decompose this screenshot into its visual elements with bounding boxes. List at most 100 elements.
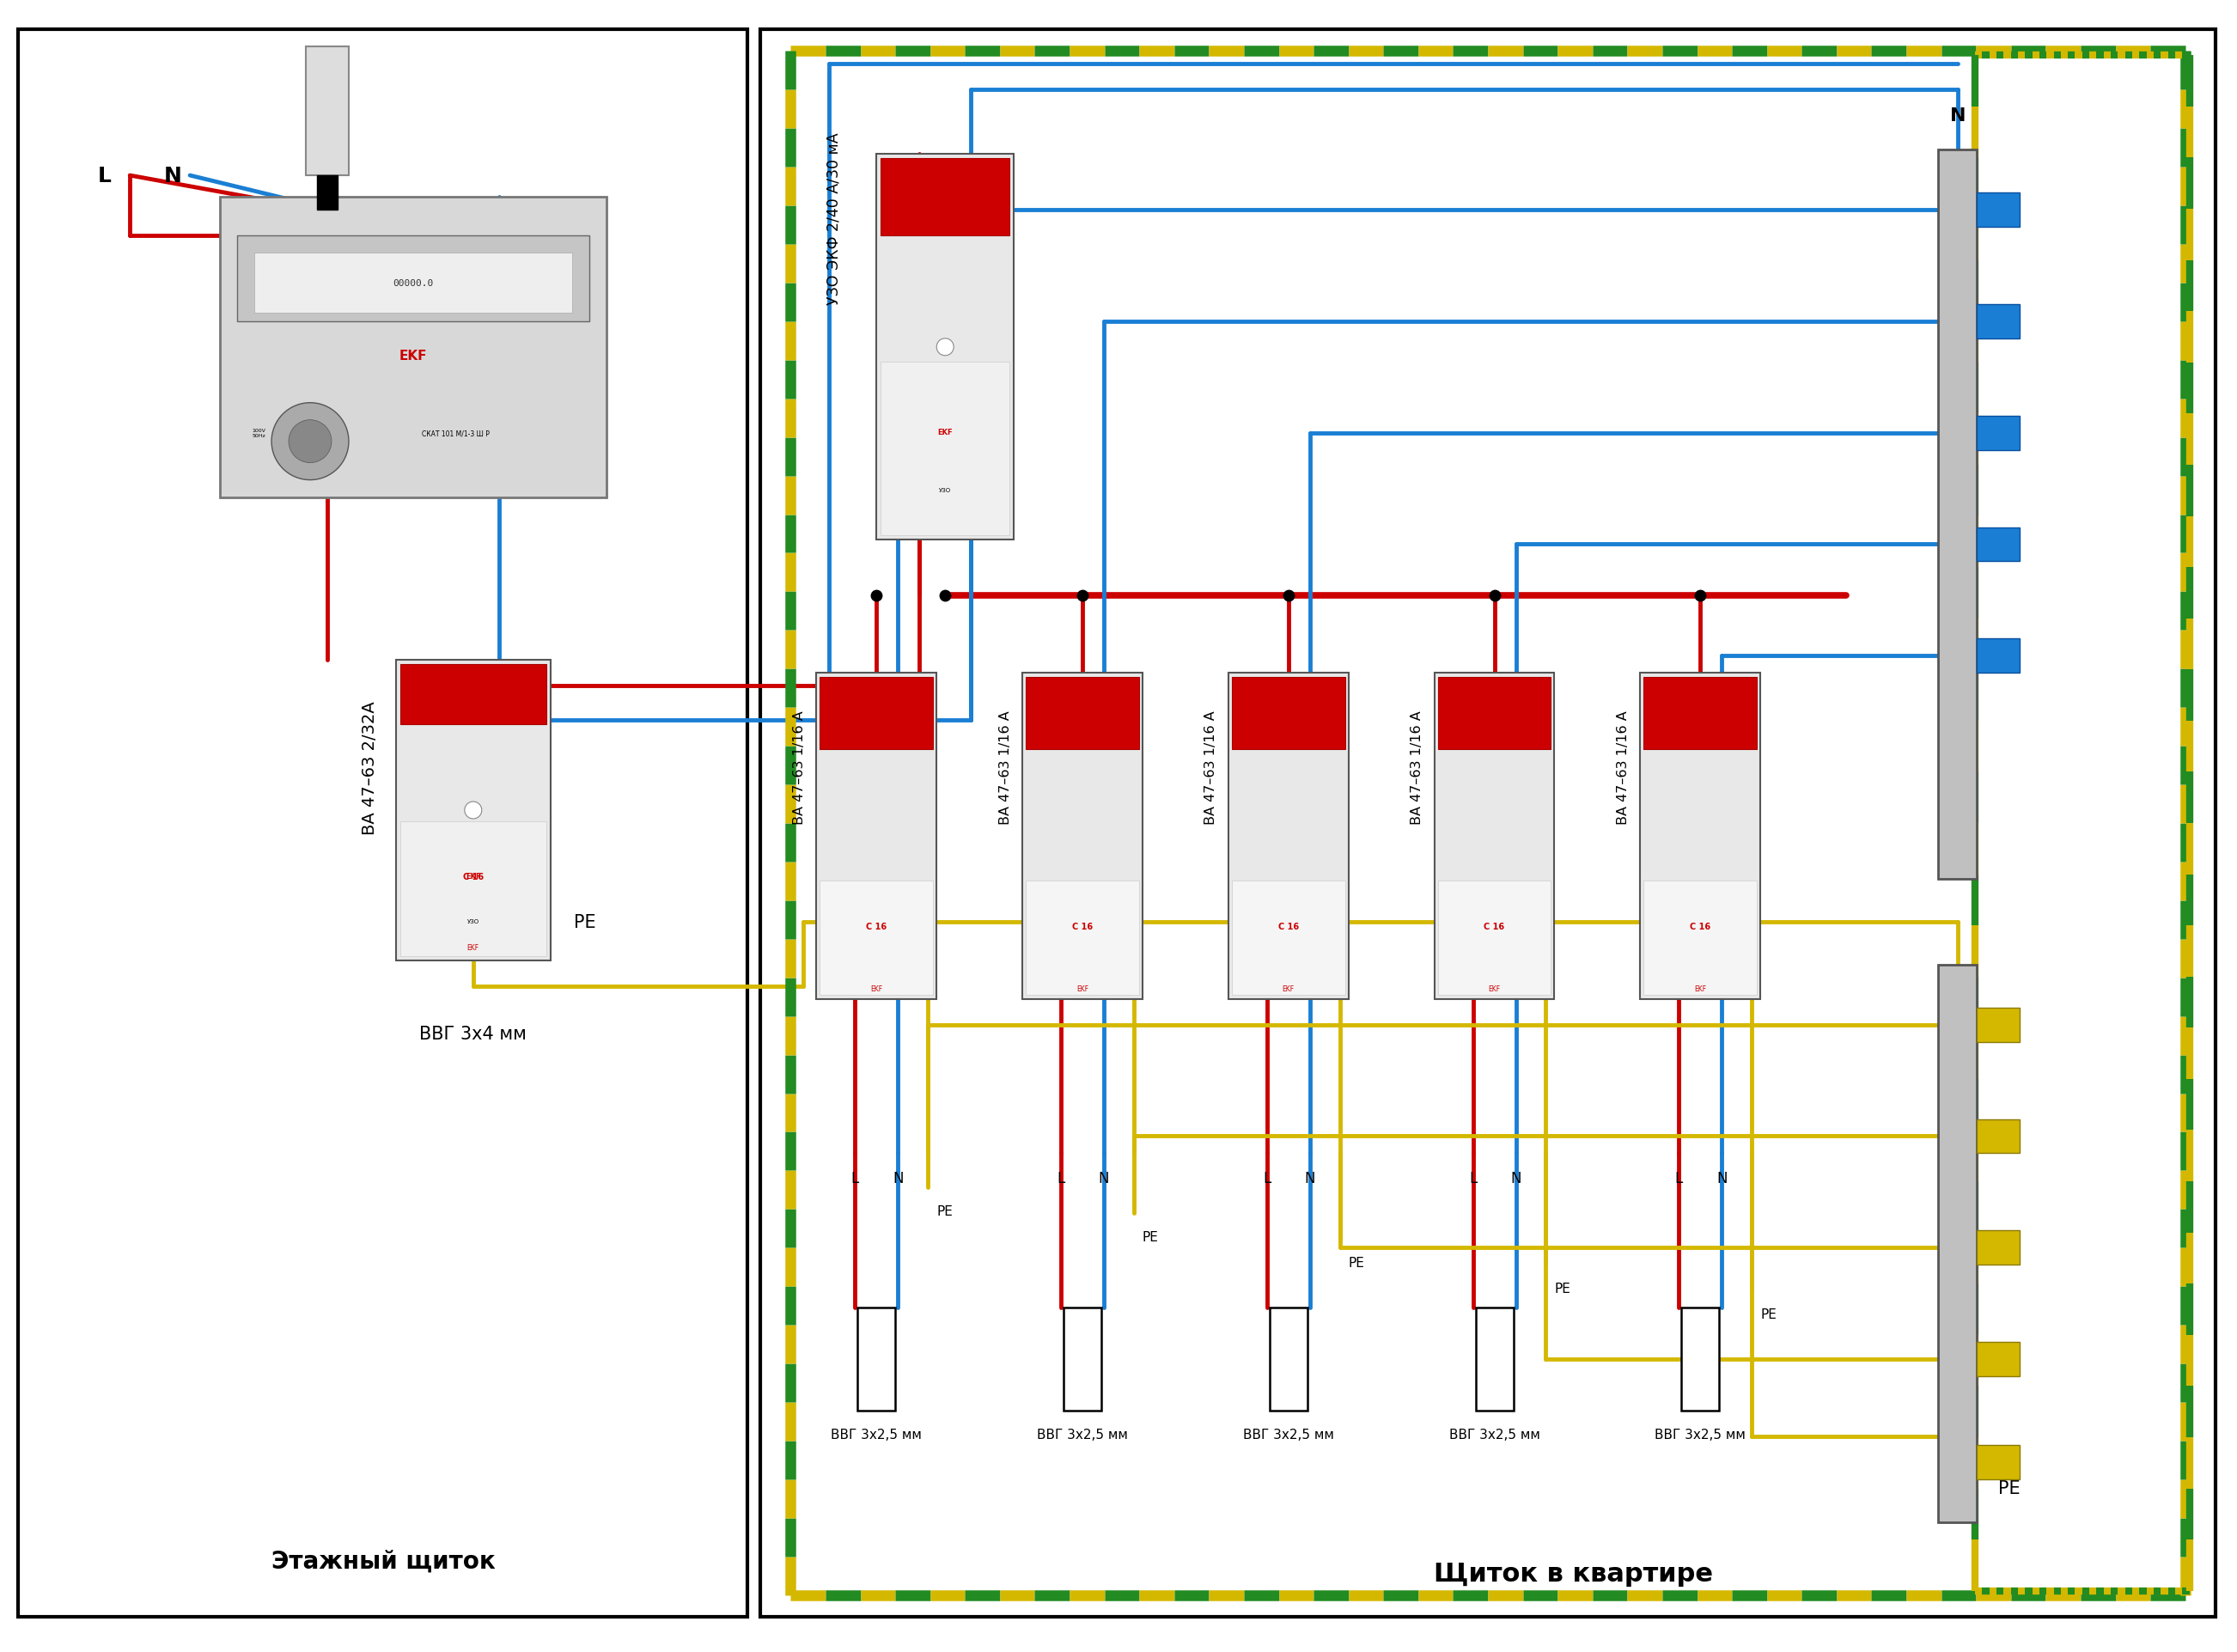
Text: ВВГ 3х2,5 мм: ВВГ 3х2,5 мм — [1450, 1427, 1539, 1441]
Bar — [1434, 674, 1555, 999]
Bar — [817, 674, 937, 999]
Bar — [1978, 1446, 2020, 1479]
Text: PE: PE — [1349, 1257, 1365, 1269]
Text: C 16: C 16 — [1072, 922, 1094, 930]
Bar — [1438, 677, 1550, 750]
Bar — [1644, 677, 1756, 750]
Text: УЗО: УЗО — [468, 919, 479, 923]
Text: EKF: EKF — [1076, 985, 1089, 993]
Bar — [1978, 193, 2020, 228]
Text: ВВГ 3х2,5 мм: ВВГ 3х2,5 мм — [830, 1427, 922, 1441]
Bar — [881, 159, 1009, 236]
Bar — [1438, 881, 1550, 995]
Bar — [1978, 416, 2020, 451]
Text: L: L — [1470, 1171, 1476, 1186]
Text: СКАТ 101 М/1-3 Ш Р: СКАТ 101 М/1-3 Ш Р — [423, 430, 490, 438]
Text: ВВГ 3х2,5 мм: ВВГ 3х2,5 мм — [1244, 1427, 1333, 1441]
Text: C 16: C 16 — [1689, 922, 1711, 930]
Bar — [761, 30, 2215, 1617]
Circle shape — [937, 339, 953, 357]
Bar — [1644, 881, 1756, 995]
Text: УЗО: УЗО — [940, 487, 951, 492]
Text: EKF: EKF — [468, 943, 479, 952]
Bar — [219, 198, 606, 497]
Text: EKF: EKF — [465, 872, 481, 881]
Text: C 16: C 16 — [1277, 922, 1300, 930]
Text: EKF: EKF — [398, 350, 427, 362]
Text: EKF: EKF — [1282, 985, 1295, 993]
Bar — [400, 664, 546, 725]
Text: N: N — [1510, 1171, 1521, 1186]
Bar — [1027, 677, 1139, 750]
Bar — [1228, 674, 1349, 999]
Bar — [255, 253, 573, 314]
Bar — [1939, 965, 1978, 1521]
Bar — [237, 236, 588, 322]
Bar — [1476, 1308, 1512, 1411]
Bar — [1978, 527, 2020, 562]
Bar — [1233, 881, 1344, 995]
Bar — [857, 1308, 895, 1411]
Text: C 16: C 16 — [866, 922, 886, 930]
Text: PE: PE — [937, 1204, 953, 1218]
Circle shape — [289, 421, 331, 463]
Bar — [1978, 1008, 2020, 1042]
Text: EKF: EKF — [870, 985, 884, 993]
Text: L: L — [1058, 1171, 1065, 1186]
Bar — [1978, 639, 2020, 674]
Bar — [1939, 150, 1978, 879]
Bar — [1233, 677, 1344, 750]
Text: УЗО ЭКФ 2/40 А/30 мА: УЗО ЭКФ 2/40 А/30 мА — [825, 132, 841, 306]
Text: ВА 47–63 2/32А: ВА 47–63 2/32А — [362, 700, 378, 834]
Text: EKF: EKF — [1488, 985, 1501, 993]
Bar — [18, 30, 747, 1617]
Text: EKF: EKF — [937, 428, 953, 436]
Bar — [1027, 881, 1139, 995]
Text: PE: PE — [1143, 1231, 1159, 1244]
Bar — [877, 155, 1013, 540]
Text: Щиток в квартире: Щиток в квартире — [1434, 1561, 1714, 1586]
Text: Этажный щиток: Этажный щиток — [271, 1550, 494, 1573]
Bar — [400, 821, 546, 957]
Text: 00000.0: 00000.0 — [394, 279, 434, 287]
Bar — [821, 881, 933, 995]
Bar — [1640, 674, 1761, 999]
Bar — [1063, 1308, 1101, 1411]
Bar — [821, 677, 933, 750]
Text: ВВГ 3х2,5 мм: ВВГ 3х2,5 мм — [1038, 1427, 1127, 1441]
Bar — [1022, 674, 1143, 999]
Bar — [1978, 1231, 2020, 1265]
Text: N: N — [1951, 107, 1966, 124]
Bar — [1682, 1308, 1720, 1411]
Text: ВА 47–63 1/16 А: ВА 47–63 1/16 А — [1412, 710, 1423, 824]
Text: EKF: EKF — [1693, 985, 1707, 993]
Bar — [1271, 1308, 1306, 1411]
Circle shape — [271, 403, 349, 481]
Text: PE: PE — [1998, 1479, 2020, 1497]
Text: 100V
50Hz: 100V 50Hz — [253, 428, 266, 438]
Text: PE: PE — [573, 914, 595, 930]
Text: L: L — [1264, 1171, 1271, 1186]
Text: ВА 47–63 1/16 А: ВА 47–63 1/16 А — [792, 710, 805, 824]
Text: ВА 47–63 1/16 А: ВА 47–63 1/16 А — [1617, 710, 1629, 824]
Text: N: N — [163, 165, 181, 187]
Text: N: N — [893, 1171, 904, 1186]
Text: PE: PE — [1555, 1282, 1570, 1295]
Bar — [1978, 304, 2020, 339]
Text: ВВГ 3х4 мм: ВВГ 3х4 мм — [421, 1024, 526, 1042]
Text: ВА 47–63 1/16 А: ВА 47–63 1/16 А — [1206, 710, 1217, 824]
Bar — [1978, 1118, 2020, 1153]
Text: ВА 47–63 1/16 А: ВА 47–63 1/16 А — [998, 710, 1011, 824]
Text: N: N — [1098, 1171, 1110, 1186]
Text: PE: PE — [1761, 1308, 1776, 1320]
Bar — [318, 177, 338, 210]
Text: L: L — [850, 1171, 859, 1186]
Circle shape — [465, 801, 481, 819]
Text: L: L — [1676, 1171, 1682, 1186]
Text: C 16: C 16 — [463, 872, 483, 881]
Text: ВВГ 3х2,5 мм: ВВГ 3х2,5 мм — [1655, 1427, 1745, 1441]
Text: L: L — [98, 165, 112, 187]
Bar — [306, 48, 349, 177]
Text: N: N — [1304, 1171, 1315, 1186]
Text: N: N — [1716, 1171, 1727, 1186]
